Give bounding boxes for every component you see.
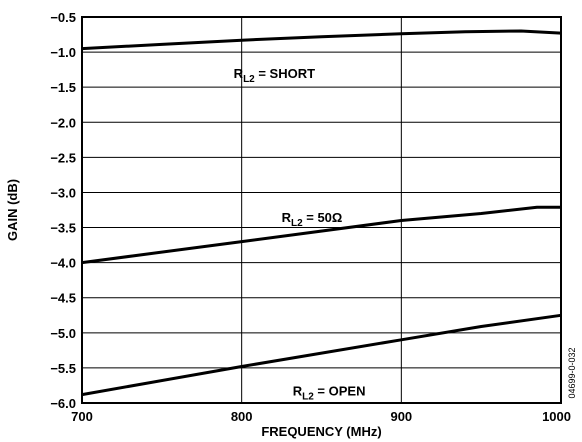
series-label-subscript: L2 [243, 74, 255, 85]
y-tick-label: −1.5 [50, 80, 76, 95]
y-tick-label: −5.5 [50, 361, 76, 376]
series-label-subscript: L2 [302, 391, 314, 402]
series-line-3 [81, 313, 562, 397]
series-label-main: R [293, 383, 303, 398]
y-tick-label: −0.5 [50, 10, 76, 25]
y-tick-label: −3.0 [50, 185, 76, 200]
series-line-1 [81, 29, 562, 51]
y-tick-label: −4.0 [50, 256, 76, 271]
x-axis-title: FREQUENCY (MHz) [261, 424, 381, 439]
y-tick-label: −2.5 [50, 150, 76, 165]
series-line-2 [81, 205, 561, 265]
figure-id: 04699-0-032 [567, 347, 577, 398]
y-axis-title: GAIN (dB) [5, 179, 20, 241]
series-label-main: R [282, 210, 292, 225]
x-tick-labels: 700 800 900 1000 [71, 409, 571, 424]
series-lines [81, 29, 562, 397]
series-label-rest: = 50Ω [303, 210, 343, 225]
y-tick-label: −2.0 [50, 115, 76, 130]
x-tick-label: 900 [390, 409, 412, 424]
series-label-subscript: L2 [291, 218, 303, 229]
series-label-rest: = OPEN [314, 383, 366, 398]
series-label: RL2 = OPEN [293, 383, 366, 402]
series-label-rest: = SHORT [255, 66, 315, 81]
plot-frame [81, 16, 562, 404]
x-tick-label: 800 [231, 409, 253, 424]
y-tick-label: −4.5 [50, 291, 76, 306]
y-tick-labels: −0.5 −1.0 −1.5 −2.0 −2.5 −3.0 −3.5 −4.0 −4.5 −5.0… [50, 10, 76, 411]
x-tick-label: 1000 [542, 409, 571, 424]
series-label: RL2 = 50Ω [282, 210, 343, 229]
series-label-main: R [234, 66, 244, 81]
y-tick-label: −1.0 [50, 45, 76, 60]
y-tick-label: −5.0 [50, 326, 76, 341]
series-label: RL2 = SHORT [234, 66, 315, 85]
y-tick-label: −3.5 [50, 221, 76, 236]
y-tick-label: −6.0 [50, 396, 76, 411]
x-tick-label: 700 [71, 409, 93, 424]
